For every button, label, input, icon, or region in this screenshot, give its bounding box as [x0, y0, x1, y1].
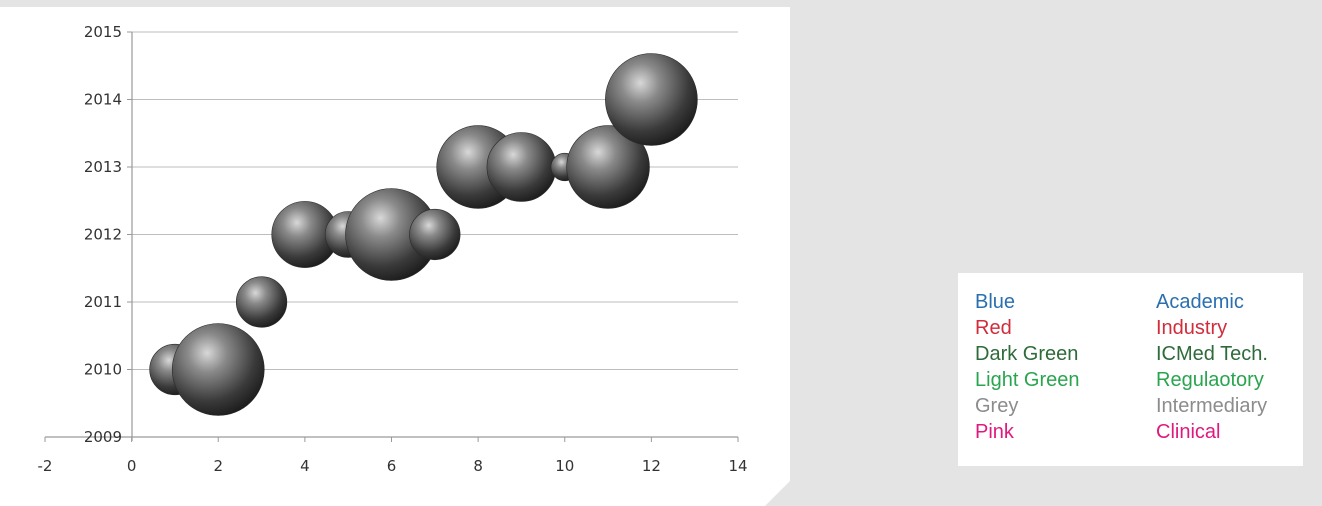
legend-color-label: Blue	[975, 291, 1016, 313]
y-tick-label: 2011	[84, 293, 122, 311]
legend-group-label: Industry	[1156, 317, 1228, 339]
legend-color-label: Red	[975, 317, 1012, 339]
legend-group-label: Clinical	[1156, 421, 1221, 443]
y-tick-label: 2009	[84, 428, 122, 446]
legend: Blue Academic Red Industry Dark Green IC…	[958, 273, 1303, 466]
tick-labels: 2009 2010 2011 2012 2013 2014 2015 -2 0 2 4 6 8 10 12 1…	[38, 23, 748, 475]
x-tick-label: 4	[300, 457, 310, 475]
y-tick-label: 2014	[84, 91, 122, 109]
legend-group-label: Academic	[1156, 291, 1244, 313]
legend-row-dark-green: Dark Green ICMed Tech.	[975, 342, 1295, 366]
legend-group-label: Intermediary	[1156, 395, 1268, 417]
bubble	[235, 276, 288, 328]
bubble	[171, 323, 265, 416]
axes	[44, 31, 739, 442]
bubble-chart: 2009 2010 2011 2012 2013 2014 2015 -2 0 2 4 6 8 10 12 1…	[38, 23, 748, 475]
x-tick-label: 2	[213, 457, 223, 475]
x-tick-label: -2	[38, 457, 53, 475]
x-tick-label: 0	[127, 457, 137, 475]
chart-panel: 2009 2010 2011 2012 2013 2014 2015 -2 0 2 4 6 8 10 12 1…	[0, 7, 790, 506]
legend-row-pink: Pink Clinical	[975, 420, 1295, 444]
legend-color-label: Grey	[975, 395, 1019, 417]
folded-corner	[765, 481, 790, 506]
x-tick-label: 6	[387, 457, 397, 475]
legend-row-blue: Blue Academic	[975, 290, 1295, 314]
legend-color-label: Dark Green	[975, 343, 1079, 365]
bubble	[605, 53, 698, 146]
y-tick-label: 2015	[84, 23, 122, 41]
bubble	[486, 132, 557, 202]
legend-row-light-green: Light Green Regulaotory	[975, 368, 1295, 392]
y-tick-label: 2010	[84, 361, 122, 379]
bubble	[566, 125, 650, 209]
legend-row-red: Red Industry	[975, 316, 1295, 340]
x-tick-label: 12	[642, 457, 661, 475]
y-tick-label: 2012	[84, 226, 122, 244]
bubble	[409, 208, 461, 261]
legend-color-label: Light Green	[975, 369, 1080, 391]
legend-group-label: Regulaotory	[1156, 369, 1264, 391]
bubbles	[149, 53, 698, 416]
x-tick-label: 14	[728, 457, 747, 475]
legend-group-label: ICMed Tech.	[1156, 343, 1268, 365]
y-tick-label: 2013	[84, 158, 122, 176]
x-tick-label: 8	[473, 457, 483, 475]
legend-row-grey: Grey Intermediary	[975, 394, 1295, 418]
legend-color-label: Pink	[975, 421, 1014, 443]
x-tick-label: 10	[555, 457, 574, 475]
